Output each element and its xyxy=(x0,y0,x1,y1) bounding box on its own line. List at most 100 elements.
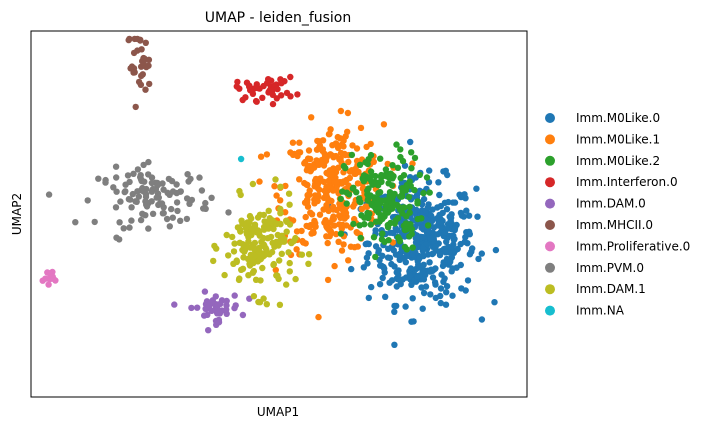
point-imm-dam-1 xyxy=(239,265,247,272)
point-imm-pvm-0 xyxy=(188,196,196,204)
point-imm-m0like-0 xyxy=(426,259,433,266)
point-imm-m0like-1 xyxy=(306,187,313,194)
point-imm-dam-1 xyxy=(260,234,267,242)
point-imm-dam-1 xyxy=(285,249,292,256)
point-imm-pvm-0 xyxy=(113,174,120,181)
point-imm-m0like-1 xyxy=(272,266,279,274)
point-imm-m0like-1 xyxy=(327,126,334,133)
point-imm-m0like-2 xyxy=(408,225,416,233)
point-imm-dam-1 xyxy=(251,223,259,230)
point-imm-m0like-2 xyxy=(392,217,399,224)
point-imm-pvm-0 xyxy=(149,210,157,217)
point-imm-m0like-1 xyxy=(308,211,316,218)
point-imm-dam-1 xyxy=(221,271,228,279)
point-imm-m0like-2 xyxy=(411,186,418,194)
point-imm-m0like-0 xyxy=(406,272,414,280)
point-imm-pvm-0 xyxy=(120,225,127,232)
point-imm-mhcii-0 xyxy=(127,65,134,72)
point-imm-m0like-0 xyxy=(368,283,375,291)
point-imm-m0like-0 xyxy=(478,250,485,257)
point-imm-dam-1 xyxy=(250,293,258,300)
point-imm-pvm-0 xyxy=(148,179,156,187)
point-imm-dam-1 xyxy=(268,248,276,256)
legend-item: Imm.M0Like.2 xyxy=(545,154,660,168)
point-imm-m0like-2 xyxy=(398,191,406,199)
point-imm-pvm-0 xyxy=(184,171,191,178)
point-imm-dam-0 xyxy=(201,288,209,295)
point-imm-m0like-1 xyxy=(340,143,347,150)
point-imm-m0like-1 xyxy=(328,171,335,178)
point-imm-m0like-2 xyxy=(389,162,396,169)
point-imm-m0like-0 xyxy=(401,254,408,262)
point-imm-dam-1 xyxy=(257,255,264,263)
point-imm-dam-0 xyxy=(194,304,201,311)
legend-item: Imm.M0Like.0 xyxy=(545,111,660,125)
point-imm-m0like-1 xyxy=(316,144,323,151)
point-imm-m0like-2 xyxy=(372,180,379,188)
point-imm-mhcii-0 xyxy=(145,62,152,69)
point-imm-m0like-2 xyxy=(393,141,400,148)
point-imm-interferon-0 xyxy=(252,97,260,105)
point-imm-dam-1 xyxy=(286,221,294,228)
point-imm-dam-1 xyxy=(277,183,284,190)
point-imm-m0like-0 xyxy=(393,302,400,310)
point-imm-pvm-0 xyxy=(134,188,141,195)
point-imm-pvm-0 xyxy=(102,176,109,184)
point-imm-pvm-0 xyxy=(116,236,123,243)
point-imm-m0like-0 xyxy=(464,277,472,284)
point-imm-pvm-0 xyxy=(133,198,140,205)
point-imm-m0like-1 xyxy=(357,124,365,132)
point-imm-m0like-2 xyxy=(360,172,368,179)
point-imm-m0like-2 xyxy=(400,204,407,211)
point-imm-mhcii-0 xyxy=(146,80,153,88)
point-imm-m0like-1 xyxy=(282,182,289,190)
point-imm-m0like-1 xyxy=(333,206,340,214)
point-imm-proliferative-0 xyxy=(45,281,52,288)
point-imm-m0like-2 xyxy=(397,146,404,153)
legend-item: Imm.M0Like.1 xyxy=(545,132,660,146)
point-imm-dam-1 xyxy=(305,260,312,267)
point-imm-dam-1 xyxy=(252,276,260,283)
point-imm-m0like-2 xyxy=(396,238,404,245)
legend-label: Imm.M0Like.0 xyxy=(576,111,660,125)
point-imm-pvm-0 xyxy=(160,209,167,217)
point-imm-m0like-2 xyxy=(340,162,348,170)
point-imm-interferon-0 xyxy=(246,83,253,90)
point-imm-m0like-1 xyxy=(337,107,345,115)
point-imm-dam-1 xyxy=(225,252,232,259)
point-imm-pvm-0 xyxy=(208,194,215,201)
point-imm-mhcii-0 xyxy=(138,72,145,80)
point-imm-m0like-0 xyxy=(426,167,433,174)
point-imm-interferon-0 xyxy=(259,94,266,102)
point-imm-m0like-1 xyxy=(334,133,341,141)
point-imm-m0like-2 xyxy=(376,189,384,196)
point-imm-m0like-2 xyxy=(382,202,389,209)
point-imm-pvm-0 xyxy=(124,172,132,179)
point-imm-m0like-0 xyxy=(437,285,445,292)
point-imm-m0like-0 xyxy=(449,199,457,206)
point-imm-m0like-1 xyxy=(345,158,352,166)
point-imm-dam-1 xyxy=(292,275,299,283)
point-imm-m0like-2 xyxy=(350,220,357,228)
point-imm-m0like-2 xyxy=(406,233,413,240)
point-imm-m0like-0 xyxy=(443,238,450,245)
point-imm-m0like-0 xyxy=(492,246,500,254)
point-imm-m0like-0 xyxy=(462,234,469,241)
point-imm-dam-0 xyxy=(206,299,213,307)
point-imm-m0like-1 xyxy=(256,178,263,185)
point-imm-m0like-2 xyxy=(373,218,380,225)
point-imm-dam-1 xyxy=(249,180,257,188)
point-imm-m0like-0 xyxy=(375,247,382,254)
point-imm-dam-1 xyxy=(269,239,276,247)
point-imm-m0like-1 xyxy=(293,246,300,253)
point-imm-m0like-0 xyxy=(436,249,443,256)
point-imm-dam-0 xyxy=(205,327,212,334)
point-imm-m0like-2 xyxy=(397,174,404,182)
point-imm-m0like-2 xyxy=(394,164,402,171)
point-imm-m0like-0 xyxy=(414,234,422,241)
point-imm-m0like-2 xyxy=(414,200,421,207)
point-imm-pvm-0 xyxy=(141,178,148,185)
point-imm-proliferative-0 xyxy=(42,275,49,282)
point-imm-m0like-0 xyxy=(407,138,414,146)
point-imm-m0like-1 xyxy=(296,139,303,146)
